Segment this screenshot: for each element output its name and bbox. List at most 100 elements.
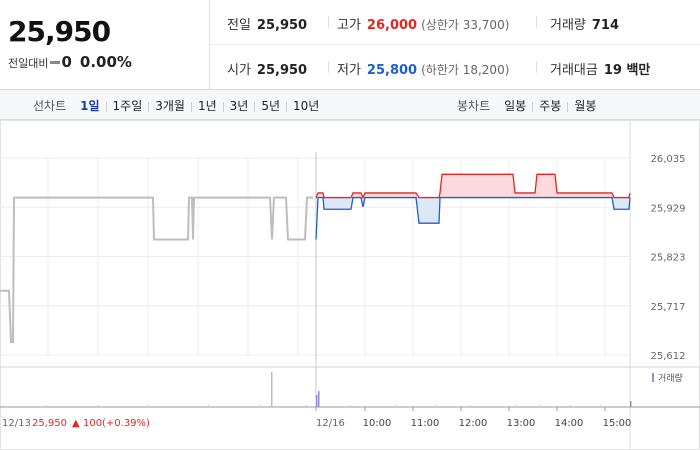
quote-header: 25,950 전일대비 0 0.00% 전일 25,950 고가 26,000 (상한가 … — [0, 0, 700, 90]
volume-bar — [46, 405, 47, 407]
down-area-fill — [316, 197, 630, 240]
low-cell: 저가 25,800 (하한가 18,200) — [337, 59, 509, 78]
high-label: 고가 — [337, 18, 361, 33]
trade-amount-cell: 거래대금 19 백만 — [550, 59, 650, 78]
today-up-line — [315, 173, 631, 200]
lower-limit: (하한가 18,200) — [421, 63, 510, 77]
line-chart-tab-6[interactable]: 10년 — [293, 99, 320, 113]
line-chart-tab-5[interactable]: 5년 — [261, 99, 281, 113]
volume-bar — [396, 405, 397, 407]
tab-separator — [222, 101, 224, 112]
today-date-label: 12/16 — [316, 418, 345, 429]
time-tick-label: 11:00 — [411, 418, 440, 429]
change-label: 전일대비 — [8, 57, 49, 70]
volume-bar — [470, 405, 471, 407]
volume-bar — [600, 405, 601, 407]
prev-close-value: 25,950 — [256, 18, 308, 33]
volume-bar — [436, 405, 437, 407]
time-tick-label: 14:00 — [555, 418, 584, 429]
info-row-2: 시가 25,950 저가 25,800 (하한가 18,200) 거래대금 19 백만 — [210, 45, 700, 89]
low-label: 저가 — [337, 63, 361, 78]
volume-label: 거래량 — [550, 18, 586, 33]
volume-legend-swatch — [652, 373, 654, 382]
y-tick-label: 25,823 — [651, 253, 686, 264]
volume-bar — [208, 405, 209, 407]
time-tick-label: 10:00 — [363, 418, 392, 429]
volume-bar — [350, 405, 351, 407]
time-tick-label: 12:00 — [459, 418, 488, 429]
tab-separator — [567, 101, 569, 112]
volume-cell: 거래량 714 — [550, 14, 619, 33]
tab-separator — [190, 101, 192, 112]
time-tick-label: 13:00 — [507, 418, 536, 429]
candle-chart-label: 봉차트 — [457, 99, 491, 113]
divider — [328, 61, 329, 73]
volume-bar — [306, 405, 307, 407]
y-tick-label: 25,929 — [651, 203, 686, 214]
line-chart-tab-1[interactable]: 1주일 — [112, 99, 143, 113]
candle-chart-tab-1[interactable]: 주봉 — [539, 99, 562, 113]
quote-info-grid: 전일 25,950 고가 26,000 (상한가 33,700) 거래량 714 시가 2… — [210, 0, 700, 89]
line-chart-tab-0[interactable]: 1일 — [80, 99, 100, 113]
intraday-chart[interactable]: 26,035 25,929 25,823 25,717 25,612 거래량 12/13 25… — [0, 120, 700, 450]
volume-bar — [260, 405, 261, 407]
volume-bar — [98, 405, 99, 407]
trade-amount-label: 거래대금 — [550, 63, 598, 78]
upper-limit: (상한가 33,700) — [421, 18, 510, 32]
change-row: 전일대비 0 0.00% — [8, 53, 132, 71]
volume-bar — [148, 405, 149, 407]
up-arrow-icon: ▲ — [72, 418, 80, 429]
tab-separator — [286, 101, 288, 112]
volume-value: 714 — [591, 18, 620, 33]
open-value: 25,950 — [256, 63, 308, 78]
open-cell: 시가 25,950 — [227, 59, 307, 78]
high-value: 26,000 — [366, 18, 418, 33]
volume-bar — [570, 405, 571, 407]
current-price: 25,950 — [8, 15, 111, 48]
y-tick-label: 25,612 — [651, 351, 686, 362]
tab-separator — [105, 101, 107, 112]
prev-close-label: 전일 — [227, 18, 251, 33]
divider — [536, 16, 537, 28]
change-percent: 0.00% — [79, 53, 132, 71]
up-area-fill — [316, 174, 630, 198]
prev-day-close: 25,950 — [32, 418, 67, 429]
tab-separator — [148, 101, 150, 112]
line-chart-tab-3[interactable]: 1년 — [197, 99, 217, 113]
today-down-line — [315, 196, 631, 240]
time-tick-label: 15:00 — [603, 418, 632, 429]
volume-bar — [271, 372, 273, 407]
y-tick-label: 26,035 — [651, 154, 686, 165]
info-row-1: 전일 25,950 고가 26,000 (상한가 33,700) 거래량 714 — [210, 0, 700, 45]
change-value: 0 — [61, 53, 72, 71]
prev-day-change: 100 — [83, 418, 102, 429]
divider — [328, 16, 329, 28]
volume-bar — [516, 405, 517, 407]
candle-chart-tabs: 봉차트 일봉 주봉 월봉 — [457, 97, 596, 114]
chart-frame — [0, 120, 700, 450]
volume-bar — [316, 395, 318, 407]
y-tick-label: 25,717 — [651, 302, 686, 313]
line-chart-tabs: 선차트 1일 1주일 3개월 1년 3년 5년 10년 — [33, 97, 319, 114]
price-summary: 25,950 전일대비 0 0.00% — [0, 0, 210, 89]
tab-separator — [532, 101, 534, 112]
volume-bar — [540, 405, 541, 407]
line-chart-label: 선차트 — [33, 99, 67, 113]
chart-tabbar: 선차트 1일 1주일 3개월 1년 3년 5년 10년 봉차트 일봉 주봉 월봉 — [0, 90, 700, 120]
line-chart-tab-2[interactable]: 3개월 — [155, 99, 185, 113]
high-cell: 고가 26,000 (상한가 33,700) — [337, 14, 509, 33]
flat-icon — [50, 61, 61, 64]
prev-day-price-line — [0, 196, 313, 343]
divider — [536, 61, 537, 73]
candle-chart-tab-2[interactable]: 월봉 — [574, 99, 597, 113]
volume-bar — [318, 391, 320, 407]
candle-chart-tab-0[interactable]: 일봉 — [504, 99, 527, 113]
volume-bar — [630, 401, 632, 407]
open-label: 시가 — [227, 63, 251, 78]
tab-separator — [254, 101, 256, 112]
prev-day-date-label: 12/13 — [2, 418, 31, 429]
line-chart-tab-4[interactable]: 3년 — [229, 99, 249, 113]
volume-legend-label: 거래량 — [658, 372, 683, 384]
prev-close-cell: 전일 25,950 — [227, 14, 307, 33]
prev-day-change-pct: (+0.39%) — [102, 418, 150, 429]
